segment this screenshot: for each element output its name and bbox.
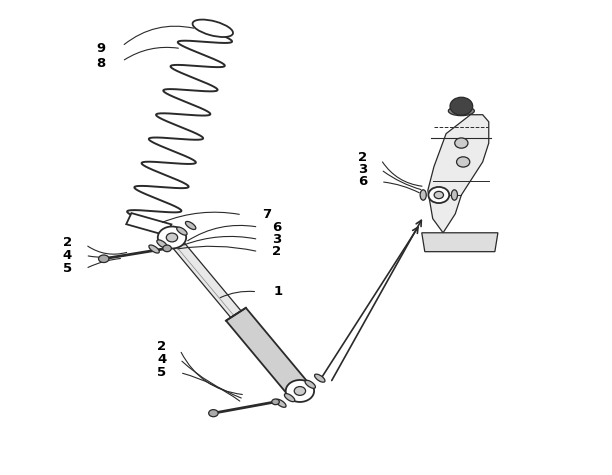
Ellipse shape xyxy=(315,374,325,382)
Circle shape xyxy=(455,138,468,148)
Circle shape xyxy=(294,387,305,395)
Polygon shape xyxy=(428,115,489,233)
Circle shape xyxy=(158,227,186,248)
Text: 7: 7 xyxy=(262,209,271,221)
Text: 1: 1 xyxy=(274,285,283,298)
Circle shape xyxy=(286,380,314,402)
Text: 5: 5 xyxy=(157,366,166,379)
Text: 4: 4 xyxy=(62,249,72,262)
Circle shape xyxy=(457,157,470,167)
Ellipse shape xyxy=(449,106,474,116)
Text: 2: 2 xyxy=(62,236,72,249)
Ellipse shape xyxy=(149,245,159,253)
Ellipse shape xyxy=(157,240,167,248)
Ellipse shape xyxy=(99,255,109,263)
Text: 6: 6 xyxy=(272,220,282,234)
Ellipse shape xyxy=(163,245,171,252)
Ellipse shape xyxy=(185,221,196,229)
Text: 6: 6 xyxy=(358,175,367,188)
Ellipse shape xyxy=(275,399,286,408)
Polygon shape xyxy=(167,234,241,318)
Text: 2: 2 xyxy=(272,245,282,258)
Ellipse shape xyxy=(177,227,187,235)
Ellipse shape xyxy=(272,399,279,405)
Ellipse shape xyxy=(209,409,218,417)
Circle shape xyxy=(428,187,449,203)
Circle shape xyxy=(166,233,177,242)
Text: 8: 8 xyxy=(96,57,105,70)
Text: 3: 3 xyxy=(272,233,282,246)
Text: 5: 5 xyxy=(62,262,72,275)
Ellipse shape xyxy=(285,394,295,402)
Ellipse shape xyxy=(420,190,427,200)
Text: 9: 9 xyxy=(96,42,105,55)
Ellipse shape xyxy=(193,19,233,37)
Text: 2: 2 xyxy=(157,340,166,352)
Ellipse shape xyxy=(450,97,472,115)
Ellipse shape xyxy=(305,380,315,389)
Text: 2: 2 xyxy=(358,151,367,164)
Text: 4: 4 xyxy=(157,353,166,366)
Polygon shape xyxy=(422,233,498,252)
Text: 3: 3 xyxy=(358,163,367,176)
Polygon shape xyxy=(126,213,171,236)
Ellipse shape xyxy=(451,190,458,200)
Polygon shape xyxy=(226,308,310,398)
Circle shape xyxy=(434,191,444,199)
